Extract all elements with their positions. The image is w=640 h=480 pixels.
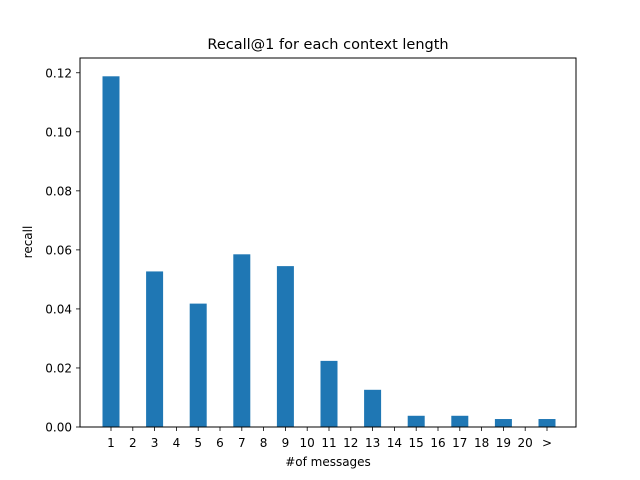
x-tick-label: 15 — [409, 436, 424, 450]
x-tick-label: 8 — [260, 436, 268, 450]
y-tick-label: 0.04 — [45, 302, 72, 316]
y-tick-label: 0.10 — [45, 125, 72, 139]
x-tick-label: 18 — [474, 436, 489, 450]
x-tick-label: 16 — [430, 436, 445, 450]
plot-frame — [79, 57, 577, 428]
x-tick-label: 1 — [107, 436, 115, 450]
y-tick-label: 0.02 — [45, 361, 72, 375]
x-tick-label: 5 — [194, 436, 202, 450]
y-axis-label: recall — [21, 226, 35, 259]
y-axis-ticks: 0.00 0.02 0.04 0.06 0.08 0.10 0.12 — [45, 66, 80, 435]
x-tick-label: 11 — [321, 436, 336, 450]
bar-7 — [233, 254, 251, 427]
x-axis-label: #of messages — [285, 455, 371, 469]
bar-1 — [102, 76, 120, 428]
x-tick-label: 3 — [151, 436, 159, 450]
x-tick-label: 6 — [216, 436, 224, 450]
x-tick-label: > — [542, 436, 552, 450]
bar-11 — [320, 360, 338, 427]
x-tick-label: 7 — [238, 436, 246, 450]
bar-21 — [538, 419, 556, 427]
bar-15 — [407, 415, 425, 427]
x-tick-label: 14 — [387, 436, 402, 450]
x-tick-label: 12 — [343, 436, 358, 450]
y-tick-label: 0.12 — [45, 66, 72, 80]
x-tick-label: 13 — [365, 436, 380, 450]
y-tick-label: 0.06 — [45, 243, 72, 257]
bar-5 — [189, 303, 207, 427]
x-tick-label: 10 — [300, 436, 315, 450]
bar-9 — [276, 266, 294, 427]
bars-group — [102, 76, 556, 428]
x-tick-label: 2 — [129, 436, 137, 450]
bar-13 — [364, 389, 382, 427]
x-axis-ticks: 1 2 3 4 5 6 7 8 9 10 11 12 13 14 15 16 17 18 19 20 > — [107, 427, 552, 450]
x-tick-label: 17 — [452, 436, 467, 450]
bar-3 — [146, 271, 164, 427]
y-tick-label: 0.00 — [45, 421, 72, 435]
x-tick-label: 9 — [282, 436, 290, 450]
chart-title: Recall@1 for each context length — [207, 37, 448, 53]
y-tick-label: 0.08 — [45, 184, 72, 198]
x-tick-label: 19 — [496, 436, 511, 450]
x-tick-label: 4 — [173, 436, 181, 450]
x-tick-label: 20 — [518, 436, 533, 450]
bar-17 — [451, 415, 469, 427]
bar-19 — [494, 419, 512, 427]
